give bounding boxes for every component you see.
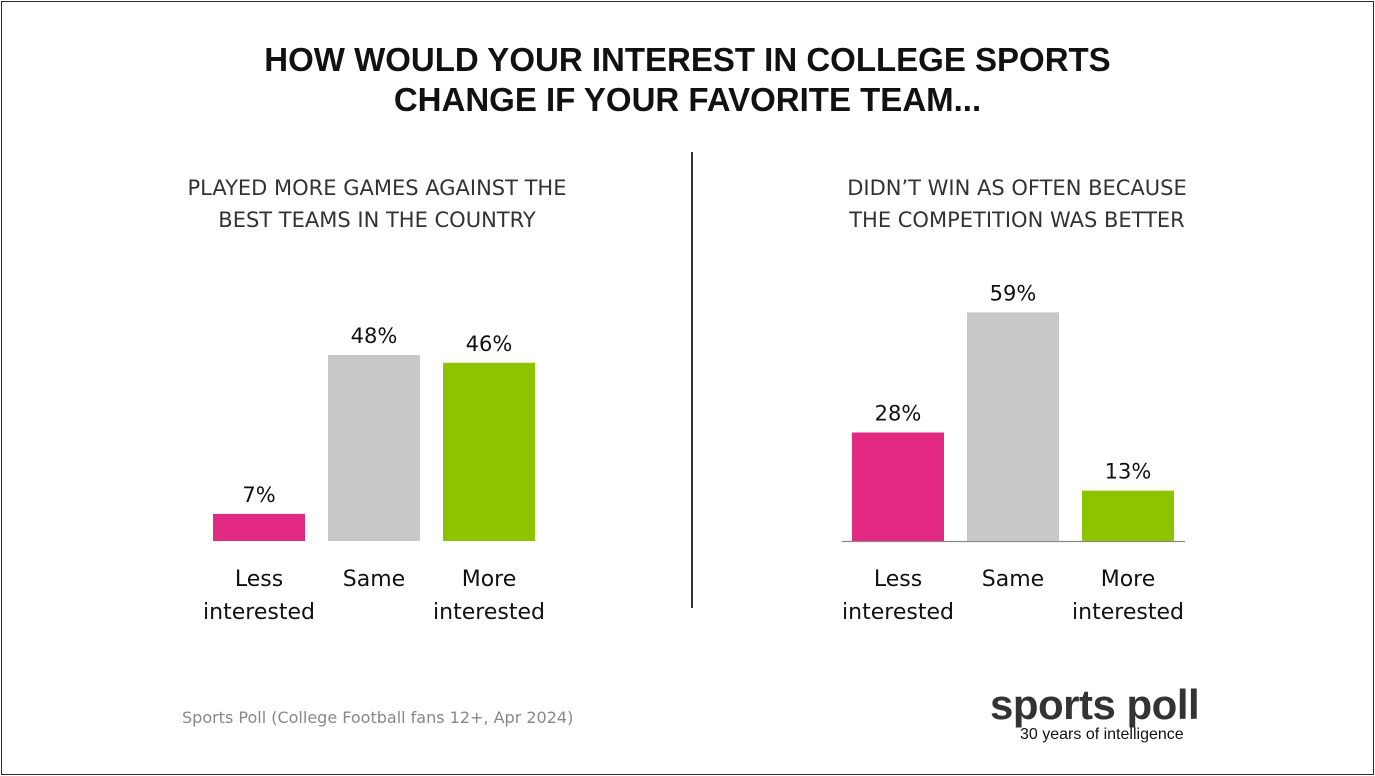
chart-left: 7% Less interested 48% Same 46% More interested (203, 324, 545, 625)
left-chart-subtitle: PLAYED MORE GAMES AGAINST THE BEST TEAMS… (97, 172, 657, 236)
category-label-less-interested: interested (203, 600, 315, 625)
bar-more-interested (443, 362, 535, 541)
sports-poll-logo: sports poll 30 years of intelligence (990, 684, 1210, 744)
logo-tagline: 30 years of intelligence (1020, 726, 1184, 743)
data-label-less-interested: 7% (242, 483, 275, 507)
left-subtitle-line-2: BEST TEAMS IN THE COUNTRY (218, 208, 536, 232)
category-label-less-interested: Less (235, 567, 283, 592)
panel-divider (691, 152, 693, 608)
data-label-more-interested: 46% (466, 332, 513, 356)
bar-more-interested (1082, 490, 1174, 541)
title-line-2: CHANGE IF YOUR FAVORITE TEAM... (393, 81, 982, 118)
data-label-same: 59% (990, 281, 1037, 305)
source-note: Sports Poll (College Football fans 12+, … (182, 708, 574, 727)
data-label-more-interested: 13% (1105, 460, 1152, 484)
bar-less-interested (852, 432, 944, 541)
logo-wordmark: sports poll (990, 681, 1200, 728)
left-subtitle-line-1: PLAYED MORE GAMES AGAINST THE (187, 176, 567, 200)
chart-title: HOW WOULD YOUR INTEREST IN COLLEGE SPORT… (0, 40, 1375, 120)
bar-same (967, 312, 1059, 541)
bar-less-interested (213, 513, 305, 541)
category-label-more-interested: interested (433, 600, 545, 625)
data-label-same: 48% (351, 324, 398, 348)
data-label-less-interested: 28% (875, 402, 922, 426)
category-label-more-interested: interested (1072, 600, 1184, 625)
category-label-same: Same (982, 567, 1044, 592)
right-subtitle-line-1: DIDN’T WIN AS OFTEN BECAUSE (847, 176, 1187, 200)
category-label-same: Same (343, 567, 405, 592)
category-label-more-interested: More (1101, 567, 1156, 592)
right-chart-subtitle: DIDN’T WIN AS OFTEN BECAUSE THE COMPETIT… (737, 172, 1297, 236)
category-label-less-interested: Less (874, 567, 922, 592)
title-line-1: HOW WOULD YOUR INTEREST IN COLLEGE SPORT… (264, 41, 1111, 78)
chart-right: 28% Less interested 59% Same 13% More intereste… (842, 281, 1185, 625)
category-label-less-interested: interested (842, 600, 954, 625)
bar-same (328, 355, 420, 541)
right-subtitle-line-2: THE COMPETITION WAS BETTER (849, 208, 1185, 232)
category-label-more-interested: More (462, 567, 517, 592)
